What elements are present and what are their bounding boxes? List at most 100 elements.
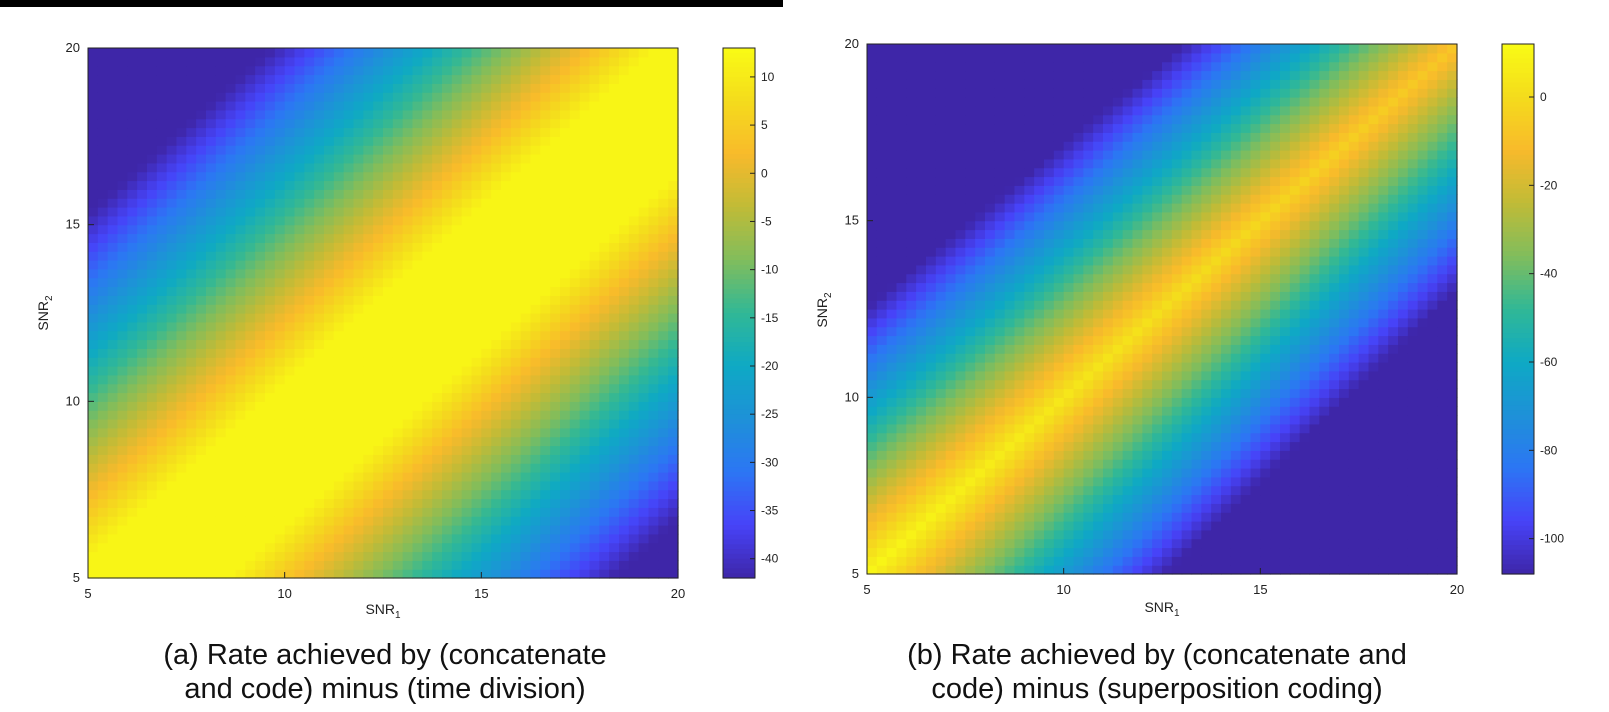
- heatmap-cell: [510, 56, 522, 67]
- heatmap-cell: [471, 304, 482, 314]
- heatmap-cell: [1053, 97, 1065, 107]
- heatmap-cell: [451, 65, 463, 76]
- heatmap-cell: [127, 145, 138, 155]
- heatmap-cell: [906, 238, 917, 248]
- heatmap-cell: [994, 211, 1006, 222]
- heatmap-cell: [1053, 291, 1065, 301]
- heatmap-cell: [510, 101, 522, 111]
- heatmap-cell: [628, 569, 640, 579]
- heatmap-cell: [147, 145, 158, 155]
- heatmap-cell: [363, 472, 374, 482]
- heatmap-cell: [668, 436, 679, 447]
- heatmap-cell: [550, 454, 561, 464]
- colorbar-segment: [723, 62, 755, 68]
- heatmap-cell: [569, 489, 581, 500]
- heatmap-cell: [619, 419, 630, 429]
- heatmap-cell: [107, 357, 119, 367]
- heatmap-cell: [510, 419, 522, 429]
- heatmap-cell: [1053, 105, 1065, 116]
- heatmap-cell: [589, 48, 600, 58]
- heatmap-cell: [274, 463, 286, 473]
- heatmap-cell: [255, 542, 266, 553]
- heatmap-cell: [88, 242, 99, 252]
- heatmap-cell: [373, 233, 384, 243]
- heatmap-cell: [876, 167, 888, 178]
- heatmap-cell: [383, 136, 394, 146]
- heatmap-cell: [638, 321, 650, 332]
- heatmap-cell: [314, 242, 325, 252]
- heatmap-cell: [906, 97, 917, 107]
- heatmap-cell: [127, 383, 138, 394]
- heatmap-cell: [127, 569, 138, 579]
- heatmap-cell: [412, 357, 423, 367]
- heatmap-cell: [186, 189, 197, 199]
- heatmap-cell: [245, 516, 256, 526]
- heatmap-cell: [638, 463, 650, 473]
- heatmap-cell: [955, 309, 966, 319]
- heatmap-cell: [628, 48, 640, 58]
- heatmap-cell: [245, 463, 256, 473]
- heatmap-cell: [196, 180, 207, 190]
- colorbar-tick-label: -40: [761, 552, 779, 566]
- heatmap-cell: [619, 162, 630, 173]
- heatmap-cell: [886, 485, 898, 496]
- heatmap-cell: [402, 366, 414, 376]
- heatmap-cell: [1014, 79, 1025, 89]
- heatmap-cell: [867, 379, 878, 390]
- heatmap-cell: [648, 401, 659, 411]
- heatmap-cell: [383, 48, 394, 58]
- heatmap-cell: [579, 560, 591, 570]
- heatmap-cell: [994, 415, 1006, 425]
- heatmap-cell: [373, 463, 384, 473]
- heatmap-cell: [965, 344, 976, 354]
- heatmap-cell: [392, 189, 404, 199]
- heatmap-cell: [945, 282, 957, 292]
- heatmap-cell: [255, 489, 266, 500]
- heatmap-cell: [127, 374, 138, 385]
- heatmap-cell: [363, 313, 374, 323]
- heatmap-cell: [147, 498, 158, 508]
- heatmap-cell: [235, 445, 246, 455]
- heatmap-cell: [196, 127, 207, 137]
- heatmap-cell: [442, 233, 453, 243]
- heatmap-cell: [628, 533, 640, 544]
- heatmap-cell: [1044, 512, 1055, 522]
- heatmap-cell: [245, 48, 256, 58]
- heatmap-cell: [648, 277, 659, 288]
- heatmap-cell: [867, 512, 878, 522]
- heatmap-cell: [896, 468, 907, 478]
- heatmap-cell: [1014, 211, 1025, 222]
- heatmap-cell: [1034, 450, 1045, 460]
- heatmap-cell: [373, 74, 384, 84]
- heatmap-cell: [166, 198, 178, 208]
- heatmap-cell: [284, 268, 296, 279]
- heatmap-cell: [127, 321, 138, 332]
- heatmap-cell: [245, 56, 256, 67]
- heatmap-cell: [107, 472, 119, 482]
- heatmap-cell: [343, 118, 355, 129]
- heatmap-cell: [501, 313, 512, 323]
- heatmap-cell: [896, 309, 907, 319]
- heatmap-cell: [274, 489, 286, 500]
- heatmap-cell: [906, 512, 917, 522]
- colorbar-segment: [723, 409, 755, 415]
- heatmap-cell: [520, 313, 532, 323]
- heatmap-cell: [906, 220, 917, 231]
- heatmap-cell: [156, 180, 168, 190]
- heatmap-cell: [147, 489, 158, 500]
- heatmap-cell: [975, 194, 986, 204]
- heatmap-cell: [886, 353, 898, 363]
- heatmap-cell: [975, 220, 986, 231]
- heatmap-cell: [876, 300, 888, 310]
- heatmap-cell: [886, 432, 898, 443]
- heatmap-cell: [451, 560, 463, 570]
- heatmap-cell: [619, 330, 630, 341]
- heatmap-cell: [589, 551, 600, 561]
- heatmap-cell: [975, 406, 986, 416]
- heatmap-cell: [186, 198, 197, 208]
- heatmap-cell: [1053, 362, 1065, 372]
- heatmap-cell: [412, 65, 423, 76]
- heatmap-cell: [451, 83, 463, 93]
- heatmap-cell: [560, 525, 571, 535]
- heatmap-cell: [206, 516, 217, 526]
